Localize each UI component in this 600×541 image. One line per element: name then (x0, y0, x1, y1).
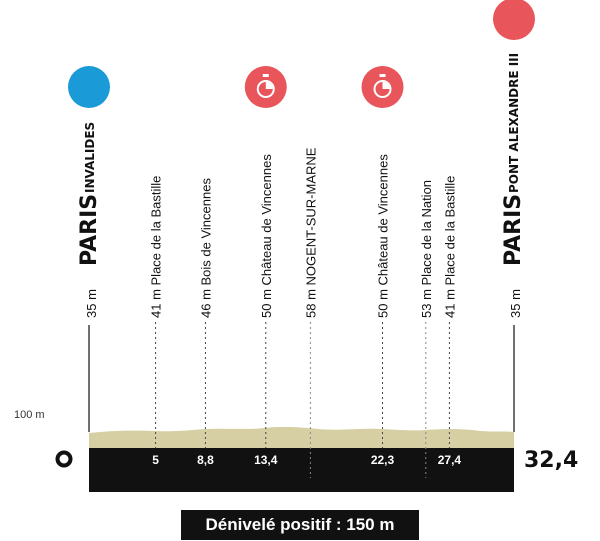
waypoint-km: 5 (152, 453, 159, 467)
waypoint-label: 53 m Place de la Nation (419, 180, 434, 318)
stopwatch-icon (244, 66, 287, 108)
waypoint-label: 50 m Château de Vincennes (376, 154, 391, 318)
waypoint-km: 8,8 (197, 453, 214, 467)
waypoint-km: 25,6 (414, 478, 438, 492)
elevation-profile-area (89, 426, 514, 448)
finish-place: PONT ALEXANDRE III (507, 53, 521, 193)
waypoint-km: 22,3 (371, 453, 395, 467)
waypoint-km: 27,4 (438, 453, 462, 467)
waypoint-km: 16,8 (299, 478, 323, 492)
waypoint-label: 58 m NOGENT-SUR-MARNE (303, 147, 318, 318)
waypoint-3: 50 m Château de Vincennes 13,4 (244, 66, 287, 467)
waypoint-label: 41 m Place de la Bastille (442, 176, 457, 318)
start-place: INVALIDES (83, 122, 97, 193)
waypoint-5: 50 m Château de Vincennes 22,3 (361, 66, 404, 467)
start-circle-icon (68, 66, 110, 108)
waypoints: 41 m Place de la Bastille 5 46 m Bois de V… (149, 66, 462, 492)
stopwatch-icon (361, 66, 404, 108)
waypoint-label: 50 m Château de Vincennes (259, 154, 274, 318)
start-city: PARIS (77, 194, 102, 266)
start-label: 35 m PARIS INVALIDES (77, 122, 102, 318)
waypoint-label: 41 m Place de la Bastille (149, 176, 164, 318)
start-altitude: 35 m (84, 289, 99, 318)
finish-altitude: 35 m (508, 289, 523, 318)
waypoint-km: 13,4 (254, 453, 278, 467)
waypoint-2: 46 m Bois de Vincennes 8,8 (197, 178, 214, 467)
finish-km: 32,4 (524, 448, 578, 473)
waypoint-6: 53 m Place de la Nation 25,6 (414, 180, 438, 492)
waypoint-7: 41 m Place de la Bastille 27,4 (438, 176, 462, 467)
elevation-gain-badge: Dénivelé positif : 150 m (181, 510, 419, 540)
finish-city: PARIS (501, 194, 526, 266)
finish-circle-icon (493, 0, 535, 40)
altitude-reference-label: 100 m (14, 409, 45, 421)
finish-label: 35 m PARIS PONT ALEXANDRE III (501, 53, 526, 318)
waypoint-label: 46 m Bois de Vincennes (198, 178, 213, 318)
waypoint-1: 41 m Place de la Bastille 5 (149, 176, 164, 467)
zero-ring-icon (55, 450, 73, 468)
distance-bar (89, 448, 514, 492)
waypoint-4: 58 m NOGENT-SUR-MARNE 16,8 (299, 147, 323, 492)
